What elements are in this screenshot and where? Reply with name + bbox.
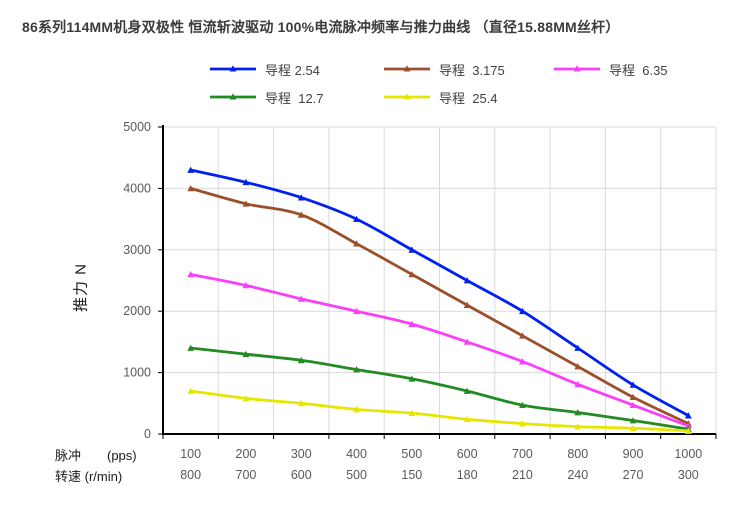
svg-text:5000: 5000	[123, 120, 151, 134]
series-markers-0	[187, 166, 692, 419]
series-line-1	[189, 187, 690, 425]
svg-text:800: 800	[180, 468, 201, 482]
legend-label: 导程 6.35	[609, 62, 668, 78]
svg-text:700: 700	[236, 468, 257, 482]
axes	[158, 125, 717, 439]
legend-label: 导程 3.175	[439, 62, 505, 78]
chart-title: 86系列114MM机身双极性 恒流斩波驱动 100%电流脉冲频率与推力曲线 （直…	[22, 19, 620, 35]
svg-text:900: 900	[623, 447, 644, 461]
svg-text:2000: 2000	[123, 304, 151, 318]
legend-label: 导程 25.4	[439, 90, 498, 106]
legend-key-icon	[384, 65, 430, 72]
svg-text:600: 600	[291, 468, 312, 482]
svg-text:500: 500	[401, 447, 422, 461]
x-axis-caption-pulse: 脉冲 (pps)	[55, 448, 137, 463]
svg-text:600: 600	[457, 447, 478, 461]
svg-text:100: 100	[180, 447, 201, 461]
y-tick-labels: 0 1000 2000 3000 4000 5000	[123, 120, 151, 441]
legend-key-icon	[384, 93, 430, 100]
svg-text:270: 270	[623, 468, 644, 482]
svg-text:240: 240	[567, 468, 588, 482]
legend-item-1: 导程 3.175	[384, 61, 505, 78]
legend-item-3: 导程 12.7	[210, 89, 324, 106]
series-line-2	[189, 273, 690, 428]
x-tick-labels-pps: 100 200 300 400 500 600 700 800 900 1000	[180, 447, 702, 461]
svg-text:1000: 1000	[674, 447, 702, 461]
series-markers-2	[187, 270, 692, 429]
svg-text:300: 300	[291, 447, 312, 461]
svg-text:0: 0	[144, 427, 151, 441]
svg-text:180: 180	[457, 468, 478, 482]
legend-item-0: 导程 2.54	[210, 61, 320, 78]
legend-item-2: 导程 6.35	[554, 61, 668, 78]
gridlines	[163, 126, 717, 434]
x-axis-caption-speed: 转速 (r/min)	[55, 469, 123, 484]
svg-text:1000: 1000	[123, 366, 151, 380]
legend-item-4: 导程 25.4	[384, 89, 498, 106]
legend-key-icon	[210, 65, 256, 72]
legend-key-icon	[554, 65, 600, 72]
svg-text:4000: 4000	[123, 181, 151, 195]
y-axis-title: 推力 N	[72, 263, 90, 313]
svg-text:700: 700	[512, 447, 533, 461]
series-markers-3	[187, 344, 692, 432]
svg-text:400: 400	[346, 447, 367, 461]
legend-label: 导程 12.7	[265, 90, 324, 106]
series-line-3	[189, 346, 690, 431]
x-tick-labels-speed: 800 700 600 500 150 180 210 240 270 300	[180, 468, 699, 482]
series-markers-4	[187, 387, 692, 434]
legend: 导程 2.54 导程 3.175 导程 6.35 导程 12.7 导程 25.4	[0, 0, 750, 110]
legend-label: 导程 2.54	[265, 62, 320, 78]
svg-text:800: 800	[567, 447, 588, 461]
svg-text:200: 200	[236, 447, 257, 461]
svg-text:150: 150	[401, 468, 422, 482]
svg-text:210: 210	[512, 468, 533, 482]
series-line-4	[189, 389, 690, 433]
svg-text:3000: 3000	[123, 243, 151, 257]
svg-text:300: 300	[678, 468, 699, 482]
series-line-0	[189, 168, 690, 417]
legend-key-icon	[210, 93, 256, 100]
series-markers-1	[187, 185, 692, 427]
svg-text:500: 500	[346, 468, 367, 482]
